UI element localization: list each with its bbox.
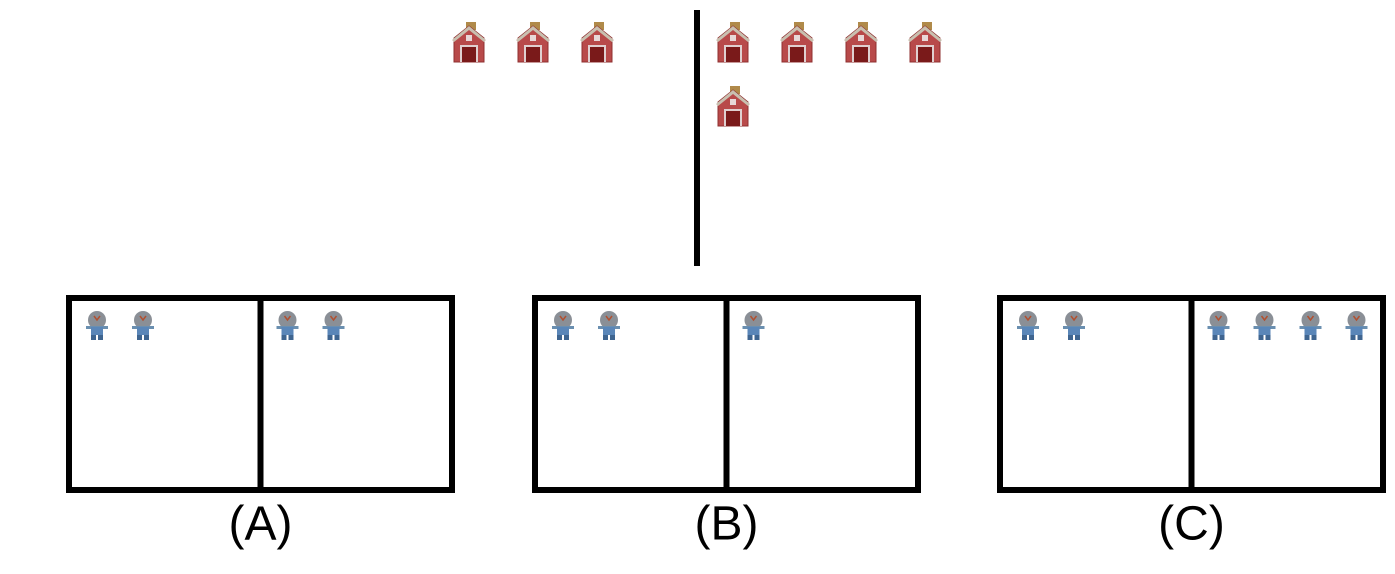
barn	[451, 21, 487, 63]
farmer	[321, 310, 346, 341]
option-label: (B)	[695, 498, 759, 551]
option-label: (C)	[1158, 498, 1225, 551]
farmer	[741, 310, 766, 341]
farmer	[275, 310, 300, 341]
farmer	[85, 310, 109, 341]
farmer	[1016, 310, 1040, 341]
farmer	[551, 310, 575, 341]
farmer	[131, 310, 155, 341]
barn	[779, 21, 815, 63]
farmer	[1252, 310, 1277, 341]
barn	[715, 21, 751, 63]
barn	[515, 21, 551, 63]
barn	[715, 85, 751, 127]
farmer	[1062, 310, 1086, 341]
barn	[907, 21, 943, 63]
farmer	[597, 310, 621, 341]
farmer	[1206, 310, 1231, 341]
farmer	[1298, 310, 1323, 341]
farmer	[1344, 310, 1369, 341]
option-label: (A)	[229, 498, 293, 551]
barn	[843, 21, 879, 63]
barn	[579, 21, 615, 63]
